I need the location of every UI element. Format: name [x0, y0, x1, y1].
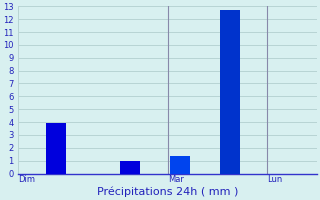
Bar: [46, 123, 66, 174]
Bar: [120, 161, 140, 174]
Bar: [220, 10, 240, 174]
Bar: [170, 156, 190, 174]
X-axis label: Précipitations 24h ( mm ): Précipitations 24h ( mm ): [97, 187, 238, 197]
